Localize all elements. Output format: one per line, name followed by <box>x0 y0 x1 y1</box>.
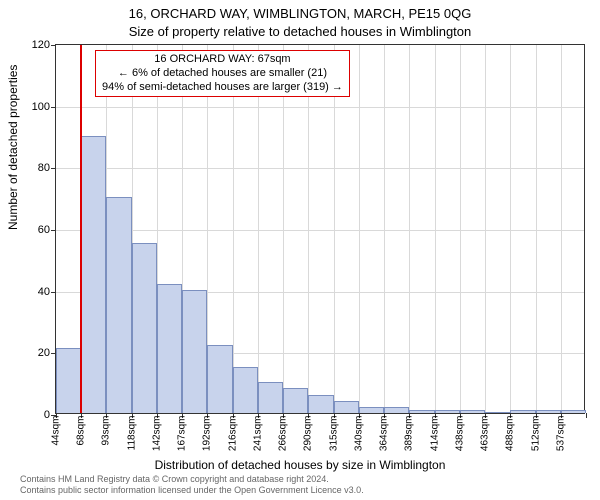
gridline-v <box>334 45 335 413</box>
ytick-mark <box>51 107 56 108</box>
histogram-bar <box>384 407 409 413</box>
x-axis-label: Distribution of detached houses by size … <box>0 458 600 472</box>
chart-title: Size of property relative to detached ho… <box>0 24 600 39</box>
annotation-line-1: 16 ORCHARD WAY: 67sqm <box>102 53 343 67</box>
ytick-label: 20 <box>20 347 50 359</box>
xtick-label: 118sqm <box>126 416 137 451</box>
ytick-label: 100 <box>20 101 50 113</box>
xtick-mark <box>586 413 587 418</box>
gridline-h <box>56 107 584 108</box>
y-axis-label: Number of detached properties <box>6 65 20 230</box>
chart-supertitle: 16, ORCHARD WAY, WIMBLINGTON, MARCH, PE1… <box>0 6 600 21</box>
xtick-label: 414sqm <box>429 416 440 452</box>
gridline-v <box>460 45 461 413</box>
chart-container: 16, ORCHARD WAY, WIMBLINGTON, MARCH, PE1… <box>0 0 600 500</box>
gridline-v <box>510 45 511 413</box>
ytick-mark <box>51 292 56 293</box>
histogram-bar <box>435 410 460 413</box>
xtick-label: 389sqm <box>404 416 415 452</box>
xtick-label: 142sqm <box>151 416 162 452</box>
plot-wrap: 02040608010012044sqm68sqm93sqm118sqm142s… <box>55 44 585 414</box>
gridline-h <box>56 230 584 231</box>
gridline-v <box>409 45 410 413</box>
xtick-label: 192sqm <box>202 416 213 452</box>
xtick-label: 266sqm <box>278 416 289 452</box>
annotation-line-2: ← 6% of detached houses are smaller (21) <box>102 67 343 81</box>
ytick-label: 120 <box>20 39 50 51</box>
xtick-label: 68sqm <box>76 416 87 446</box>
footer-line-1: Contains HM Land Registry data © Crown c… <box>20 474 364 485</box>
histogram-bar <box>157 284 182 414</box>
gridline-v <box>384 45 385 413</box>
gridline-v <box>561 45 562 413</box>
histogram-bar <box>81 136 106 414</box>
footer-line-2: Contains public sector information licen… <box>20 485 364 496</box>
xtick-label: 340sqm <box>353 416 364 452</box>
histogram-bar <box>106 197 131 413</box>
xtick-label: 463sqm <box>480 416 491 452</box>
gridline-v <box>233 45 234 413</box>
ytick-label: 0 <box>20 409 50 421</box>
annotation-line-3: 94% of semi-detached houses are larger (… <box>102 81 343 95</box>
histogram-bar <box>233 367 258 413</box>
xtick-label: 488sqm <box>505 416 516 452</box>
plot-area: 02040608010012044sqm68sqm93sqm118sqm142s… <box>55 44 585 414</box>
xtick-label: 512sqm <box>530 416 541 452</box>
ytick-mark <box>51 230 56 231</box>
histogram-bar <box>283 388 308 413</box>
gridline-v <box>435 45 436 413</box>
gridline-v <box>308 45 309 413</box>
gridline-v <box>258 45 259 413</box>
xtick-label: 315sqm <box>328 416 339 452</box>
histogram-bar <box>308 395 333 414</box>
histogram-bar <box>182 290 207 413</box>
histogram-bar <box>510 410 535 413</box>
gridline-v <box>359 45 360 413</box>
marker-line <box>80 45 82 413</box>
xtick-label: 438sqm <box>454 416 465 452</box>
xtick-label: 93sqm <box>101 416 112 446</box>
histogram-bar <box>56 348 81 413</box>
histogram-bar <box>359 407 384 413</box>
xtick-label: 537sqm <box>555 416 566 452</box>
histogram-bar <box>460 410 485 413</box>
histogram-bar <box>334 401 359 413</box>
histogram-bar <box>258 382 283 413</box>
histogram-bar <box>132 243 157 413</box>
xtick-label: 44sqm <box>51 416 62 446</box>
xtick-label: 167sqm <box>177 416 188 452</box>
xtick-label: 364sqm <box>379 416 390 452</box>
gridline-h <box>56 168 584 169</box>
ytick-label: 80 <box>20 162 50 174</box>
histogram-bar <box>536 410 561 413</box>
annotation-box: 16 ORCHARD WAY: 67sqm ← 6% of detached h… <box>95 50 350 97</box>
ytick-label: 60 <box>20 224 50 236</box>
histogram-bar <box>561 410 586 413</box>
ytick-label: 40 <box>20 286 50 298</box>
histogram-bar <box>409 410 434 413</box>
xtick-label: 290sqm <box>303 416 314 452</box>
histogram-bar <box>207 345 232 413</box>
xtick-label: 216sqm <box>227 416 238 452</box>
ytick-mark <box>51 45 56 46</box>
ytick-mark <box>51 168 56 169</box>
histogram-bar <box>485 412 510 413</box>
gridline-v <box>485 45 486 413</box>
gridline-v <box>283 45 284 413</box>
gridline-v <box>536 45 537 413</box>
footer-attribution: Contains HM Land Registry data © Crown c… <box>20 474 364 496</box>
xtick-label: 241sqm <box>252 416 263 452</box>
